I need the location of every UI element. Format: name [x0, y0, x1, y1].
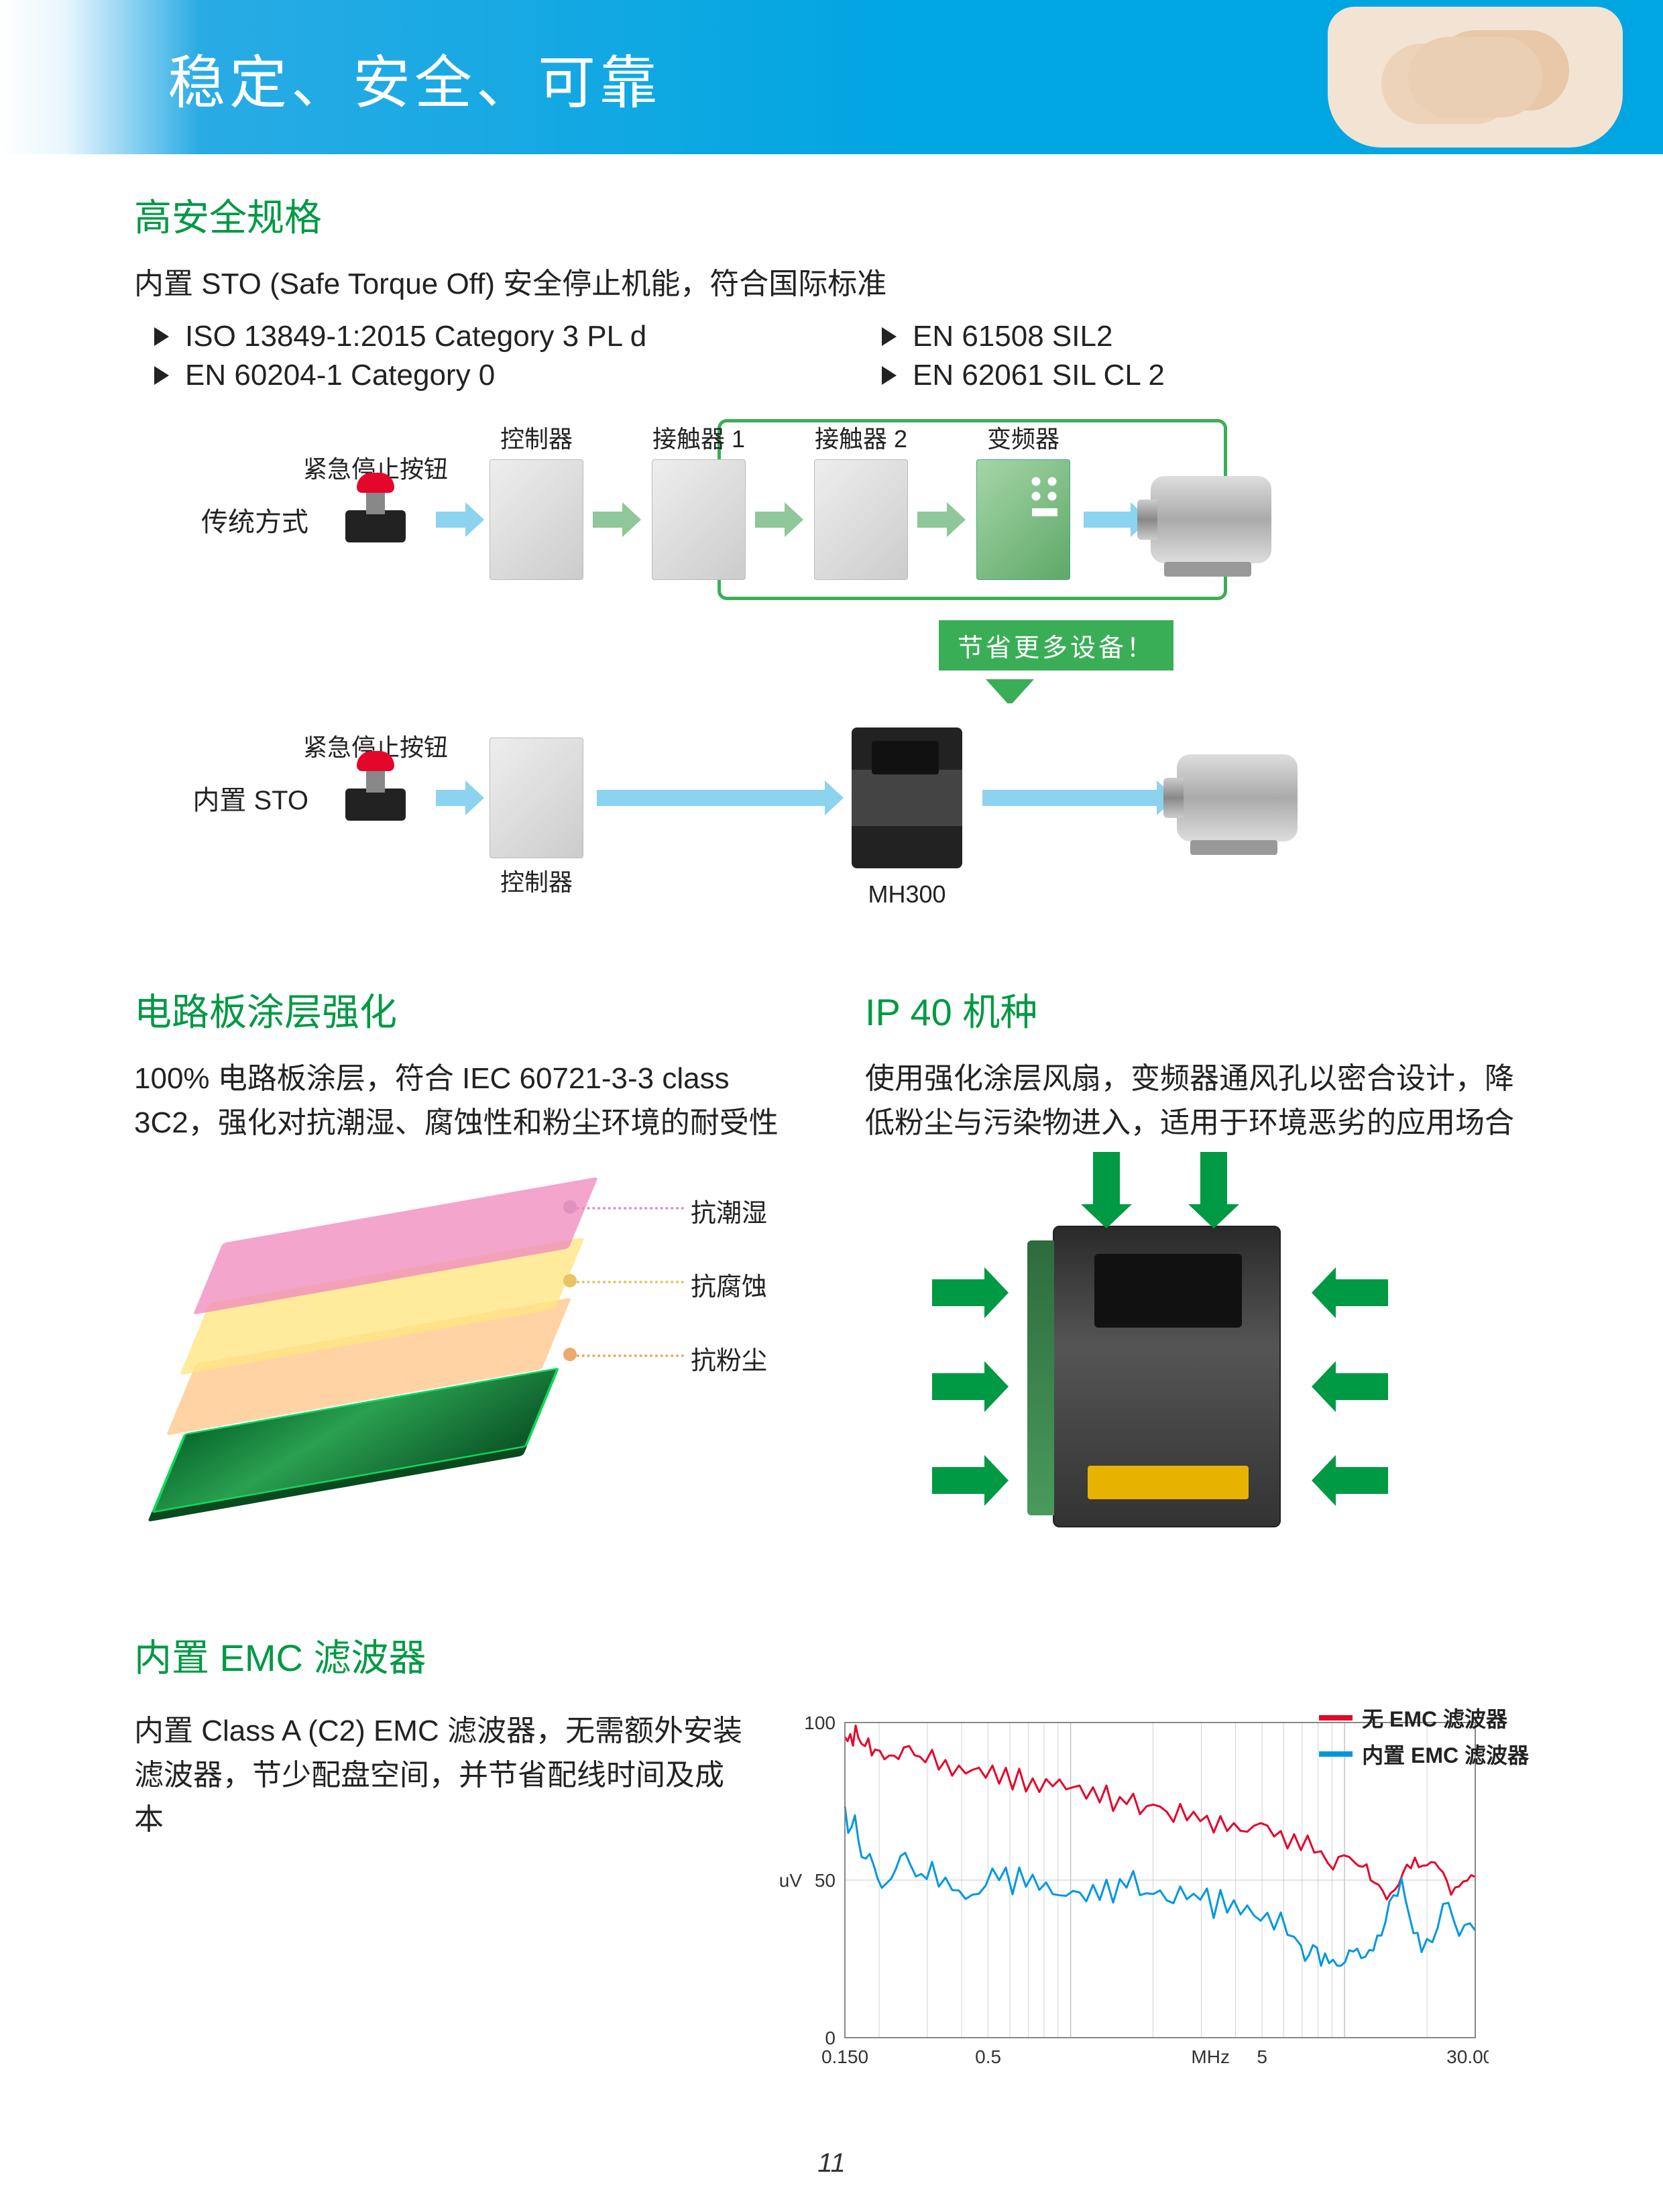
dot-icon [563, 1274, 577, 1287]
svg-text:50: 50 [815, 1870, 836, 1891]
chart-legend: 无 EMC 滤波器 内置 EMC 滤波器 [1319, 1702, 1529, 1775]
layer-label: 抗粉尘 [691, 1340, 767, 1377]
arrow-right-icon [436, 790, 465, 806]
emc-desc: 内置 Class A (C2) EMC 滤波器，无需额外安装滤波器，节少配盘空间… [134, 1709, 751, 2071]
legend-swatch [1319, 1715, 1353, 1721]
arrow-right-icon [436, 512, 465, 528]
coating-section: 电路板涂层强化 100% 电路板涂层，符合 IEC 60721-3-3 clas… [134, 982, 798, 1588]
motor-icon [1151, 476, 1271, 563]
ip40-section: IP 40 机种 使用强化涂层风扇，变频器通风孔以密合设计，降低粉尘与污染物进入… [865, 982, 1529, 1588]
svg-text:30.000: 30.000 [1446, 2046, 1489, 2067]
arrow-left-icon [1334, 1373, 1388, 1400]
save-tag: 节省更多设备！ [939, 620, 1173, 671]
svg-text:0.5: 0.5 [975, 2046, 1001, 2067]
arrow-right-icon [597, 790, 825, 806]
mushroom-button-icon [345, 789, 406, 821]
mh300-device: MH300 [852, 727, 962, 868]
svg-text:dBuV: dBuV [778, 1870, 802, 1891]
arrow-right-icon [932, 1279, 986, 1306]
legend-label: 内置 EMC 滤波器 [1362, 1739, 1529, 1769]
arrow-right-icon [982, 790, 1157, 806]
arrow-right-icon [1084, 512, 1131, 528]
legend-item: 内置 EMC 滤波器 [1319, 1739, 1529, 1769]
arrow-left-icon [1334, 1467, 1388, 1494]
legend-swatch [1319, 1751, 1353, 1757]
standard-item: EN 62061 SIL CL 2 [882, 359, 1529, 392]
warn-label-icon [1088, 1466, 1249, 1499]
arrow-down-icon [1200, 1152, 1227, 1206]
ip40-illustration [865, 1172, 1529, 1588]
emc-section: 内置 EMC 滤波器 内置 Class A (C2) EMC 滤波器，无需额外安… [134, 1628, 1529, 2085]
diagram-row-sto: 内置 STO 紧急停止按钮 控制器 MH300 [134, 727, 1529, 868]
standards-grid: ISO 13849-1:2015 Category 3 PL d EN 6150… [154, 320, 1529, 392]
legend-item: 无 EMC 滤波器 [1319, 1702, 1529, 1733]
ip40-title: IP 40 机种 [865, 982, 1529, 1037]
layer-label: 抗腐蚀 [691, 1266, 767, 1303]
layer-label: 抗潮湿 [691, 1192, 767, 1229]
svg-text:0: 0 [825, 2028, 836, 2048]
svg-text:0.150: 0.150 [821, 2046, 868, 2067]
safety-title: 高安全规格 [134, 188, 1529, 242]
arrow-right-icon [917, 512, 947, 528]
safety-lead: 内置 STO (Safe Torque Off) 安全停止机能，符合国际标准 [134, 262, 1529, 306]
arrow-right-icon [932, 1373, 986, 1400]
dot-line [577, 1354, 684, 1357]
contactor2-box: 接触器 2 [814, 459, 908, 580]
dot-line [577, 1207, 684, 1210]
diagram-row-traditional: 传统方式 紧急停止按钮 控制器 接触器 1 接触器 2 [134, 459, 1529, 580]
ip40-desc: 使用强化涂层风扇，变频器通风孔以密合设计，降低粉尘与污染物进入，适用于环境恶劣的… [865, 1057, 1529, 1145]
safety-section: 高安全规格 内置 STO (Safe Torque Off) 安全停止机能，符合… [134, 188, 1529, 935]
svg-text:5: 5 [1257, 2046, 1267, 2067]
svg-text:100: 100 [804, 1712, 836, 1733]
mushroom-button-icon [345, 510, 406, 542]
triangle-icon [882, 366, 897, 385]
standard-item: EN 60204-1 Category 0 [154, 359, 801, 392]
sto-diagram: 节省更多设备！ 传统方式 紧急停止按钮 控制器 接触器 1 [134, 412, 1529, 935]
dot-line [577, 1281, 684, 1283]
arrow-right-icon [755, 512, 785, 528]
arrow-right-icon [593, 512, 622, 528]
emergency-stop: 紧急停止按钮 [329, 775, 422, 821]
arrow-left-icon [1334, 1279, 1388, 1306]
contactor1-box: 接触器 1 [652, 459, 746, 580]
motor-icon [1177, 754, 1298, 841]
triangle-icon [154, 366, 169, 385]
standard-item: ISO 13849-1:2015 Category 3 PL d [154, 320, 801, 353]
row-label: 内置 STO [134, 778, 308, 817]
svg-text:MHz: MHz [1191, 2046, 1230, 2067]
legend-label: 无 EMC 滤波器 [1362, 1702, 1507, 1733]
coating-desc: 100% 电路板涂层，符合 IEC 60721-3-3 class 3C2，强化… [134, 1057, 798, 1145]
hands-image [1328, 7, 1623, 148]
coating-layers: 抗潮湿 抗腐蚀 抗粉尘 [134, 1172, 798, 1521]
arrow-down-icon [1093, 1152, 1120, 1206]
banner: 稳定、安全、可靠 [0, 0, 1663, 154]
controller-box: 控制器 [490, 738, 583, 858]
standard-item: EN 61508 SIL2 [882, 320, 1529, 353]
inverter-box: 变频器 [976, 459, 1070, 580]
banner-title: 稳定、安全、可靠 [168, 36, 661, 119]
emc-chart: 无 EMC 滤波器 内置 EMC 滤波器 0501000.1500.5530.0… [778, 1709, 1529, 2085]
coating-title: 电路板涂层强化 [134, 982, 798, 1037]
row-label: 传统方式 [134, 500, 308, 539]
dot-icon [563, 1200, 577, 1214]
triangle-icon [882, 327, 897, 346]
emergency-stop: 紧急停止按钮 [329, 497, 422, 542]
ip40-device [1053, 1226, 1281, 1527]
controller-box: 控制器 [490, 459, 583, 580]
emc-title: 内置 EMC 滤波器 [134, 1628, 1529, 1682]
dot-icon [563, 1348, 577, 1361]
arrow-right-icon [932, 1467, 986, 1494]
page-number: 11 [0, 2148, 1663, 2178]
arrow-down-icon [986, 679, 1034, 706]
triangle-icon [154, 327, 169, 346]
